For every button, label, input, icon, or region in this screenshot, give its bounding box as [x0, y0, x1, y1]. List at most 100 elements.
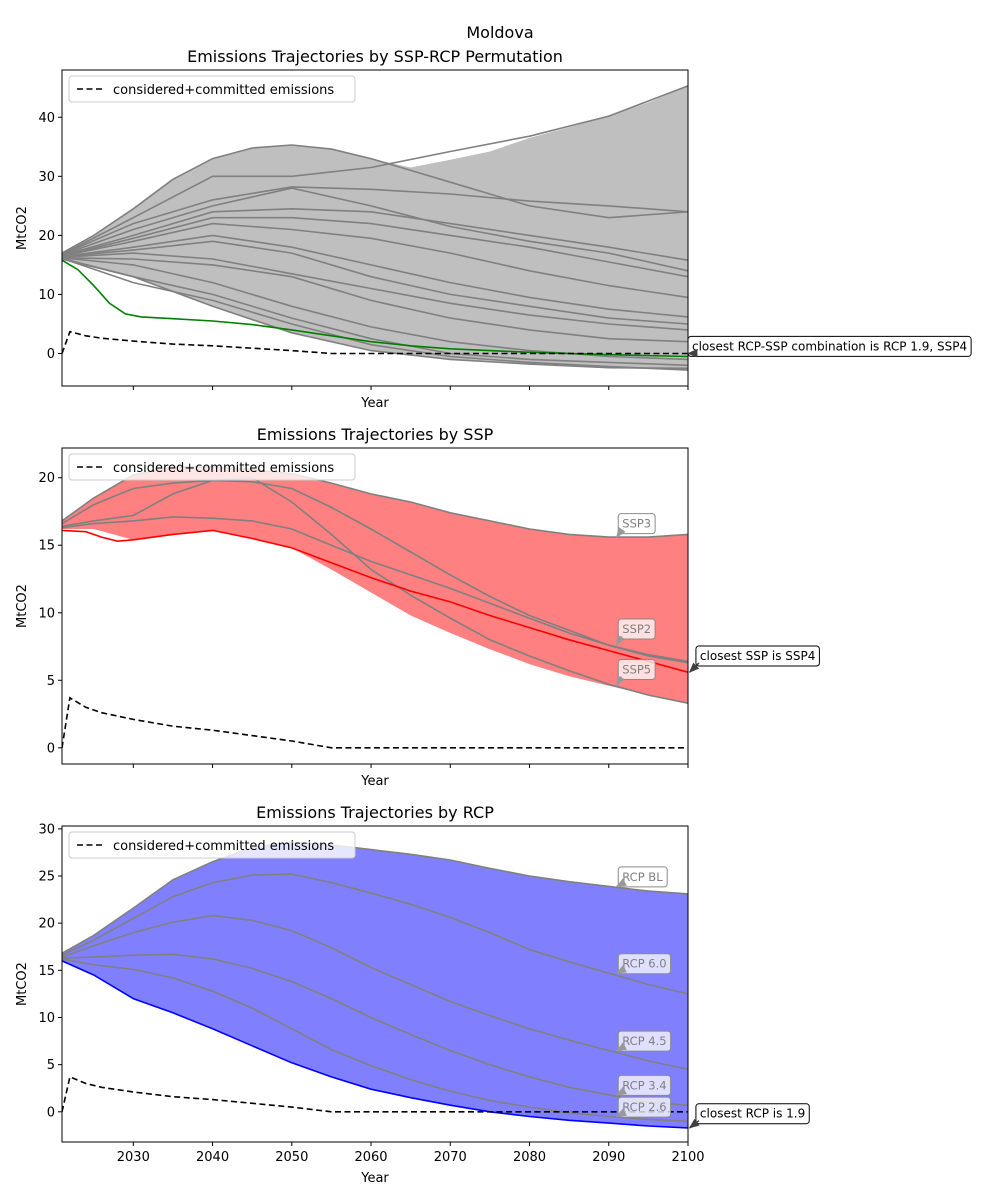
scenario-line-1: [62, 144, 688, 254]
x-tick-label: 2070: [434, 1150, 467, 1165]
y-tick-label: 15: [38, 539, 55, 554]
annotation-2: SSP5: [616, 658, 656, 687]
annotation-arrow: [616, 526, 626, 538]
scenario-line-2: [62, 479, 688, 664]
annotation-box: [617, 1074, 672, 1096]
chart-panel-2: 0 5 10 15 20 Emissions Trajectories by SSP Yea…: [15, 425, 820, 789]
closest-scenario-line: [62, 259, 688, 358]
annotation-box: [617, 953, 672, 975]
annotation-arrow: [615, 878, 627, 888]
x-axis-label: Year: [360, 1171, 389, 1186]
envelope-fill: [62, 842, 688, 1128]
y-tick-label: 10: [38, 606, 55, 621]
x-tick-label: 2060: [354, 1150, 387, 1165]
y-tick-label: 25: [38, 869, 55, 884]
annotation-arrow: [688, 1118, 700, 1129]
annotation-arrow: [615, 965, 627, 974]
scenario-line-1: [62, 841, 688, 954]
x-tick-label: 2100: [671, 1150, 704, 1165]
committed-emissions-line: [62, 696, 688, 749]
scenario-line-5: [62, 958, 688, 1122]
scenario-line-15: [62, 258, 688, 370]
x-axis-label: Year: [360, 774, 389, 789]
committed-emissions-line: [62, 330, 688, 355]
annotation-3: RCP 3.4: [615, 1074, 672, 1096]
annotation-box: [617, 513, 656, 535]
chart-title: Emissions Trajectories by RCP: [256, 803, 494, 822]
x-tick-label: 2080: [513, 1150, 546, 1165]
annotation-box: [617, 658, 656, 680]
scenario-line-2: [62, 85, 688, 256]
y-tick-label: 15: [38, 964, 55, 979]
scenario-line-3: [62, 476, 688, 704]
x-tick-label: 2030: [117, 1150, 150, 1165]
y-tick-label: 0: [47, 1105, 55, 1120]
legend-box: [68, 831, 356, 859]
annotation-box: [617, 866, 668, 888]
y-tick-label: 30: [38, 822, 55, 837]
scenario-line-4: [62, 953, 688, 1106]
scenario-line-4: [62, 187, 688, 272]
plot-area: [62, 841, 688, 1129]
envelope-fill: [62, 85, 688, 371]
annotation-label: SSP2: [622, 622, 651, 636]
scenario-line-5: [62, 207, 688, 261]
annotation-box: [695, 1103, 810, 1125]
figure-suptitle: Moldova: [466, 23, 533, 42]
y-axis-label: MtCO2: [15, 962, 30, 1006]
chart-title: Emissions Trajectories by SSP: [257, 425, 494, 444]
annotation-0: RCP BL: [615, 866, 668, 888]
annotation-label: closest RCP is 1.9: [700, 1107, 805, 1121]
annotation-label: closest SSP is SSP4: [700, 649, 815, 663]
annotation-label: SSP3: [622, 517, 651, 531]
axes-frame: [61, 69, 689, 387]
x-axis-label: Year: [360, 396, 389, 411]
plot-area: [62, 466, 688, 749]
annotation-box: [687, 335, 972, 357]
annotation-label: RCP BL: [622, 870, 663, 884]
scenario-line-2: [62, 873, 688, 995]
annotation-box: [695, 645, 820, 667]
legend-box: [68, 75, 356, 103]
envelope-fill: [62, 466, 688, 704]
annotation-label: RCP 4.5: [622, 1034, 666, 1048]
annotation-3: closest SSP is SSP4: [688, 645, 820, 673]
annotation-label: RCP 3.4: [622, 1078, 666, 1092]
chart-title: Emissions Trajectories by SSP-RCP Permut…: [187, 47, 563, 66]
scenario-line-4: [62, 516, 688, 663]
legend: considered+committed emissions: [68, 831, 356, 859]
legend-label: considered+committed emissions: [113, 461, 334, 476]
scenario-line-6: [62, 216, 688, 278]
y-tick-label: 5: [47, 674, 55, 689]
axes-frame: [61, 825, 689, 1143]
annotation-box: [617, 618, 656, 640]
plot-area: [62, 85, 688, 371]
y-axis-label: MtCO2: [15, 584, 30, 628]
annotation-box: [617, 1030, 672, 1052]
scenario-line-7: [62, 222, 688, 299]
y-tick-label: 5: [47, 1058, 55, 1073]
annotation-arrow: [616, 675, 625, 687]
y-tick-label: 20: [38, 471, 55, 486]
annotation-label: closest RCP-SSP combination is RCP 1.9, …: [692, 339, 967, 353]
y-tick-label: 10: [38, 1011, 55, 1026]
annotation-label: SSP5: [622, 662, 651, 676]
annotation-0: SSP3: [616, 513, 656, 538]
annotation-box: [617, 1096, 672, 1118]
legend: considered+committed emissions: [68, 453, 356, 481]
chart-panel-1: 0 10 20 30 40 Emissions Trajectories by SSP-R…: [15, 47, 972, 411]
scenario-line-13: [62, 257, 688, 367]
y-tick-label: 40: [38, 111, 55, 126]
annotation-arrow: [688, 662, 700, 673]
scenario-line-10: [62, 252, 688, 331]
annotation-arrow: [615, 1108, 627, 1118]
y-tick-label: 20: [38, 229, 55, 244]
closest-scenario-line: [62, 960, 688, 1129]
annotation-0: closest RCP-SSP combination is RCP 1.9, …: [686, 335, 972, 358]
annotation-2: RCP 4.5: [615, 1030, 672, 1052]
scenario-line-3: [62, 914, 688, 1071]
scenario-line-3: [62, 186, 688, 256]
legend-box: [68, 453, 356, 481]
x-tick-label: 2090: [592, 1150, 625, 1165]
